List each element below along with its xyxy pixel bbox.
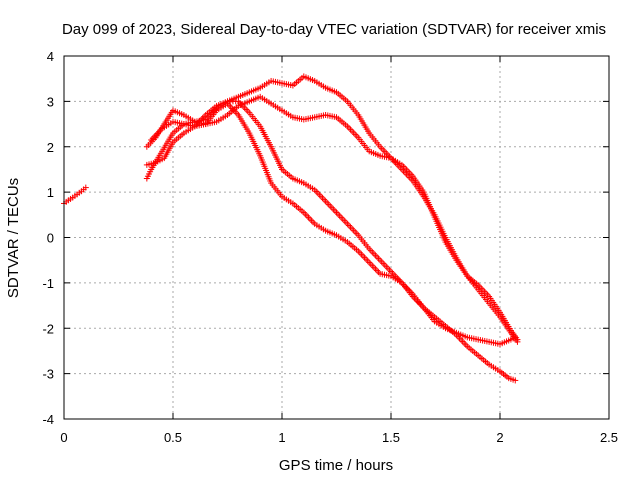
x-tick-label: 0 [60, 430, 67, 445]
x-tick-label: 0.5 [164, 430, 182, 445]
y-tick-label: -2 [42, 321, 54, 336]
y-tick-label: 2 [47, 140, 54, 155]
chart-title: Day 099 of 2023, Sidereal Day-to-day VTE… [62, 21, 606, 38]
data-points [61, 73, 521, 384]
x-tick-label: 1 [278, 430, 285, 445]
y-tick-label: -3 [42, 367, 54, 382]
y-axis-label: SDTVAR / TECUs [5, 178, 22, 298]
y-tick-label: 4 [47, 49, 54, 64]
axis-ticks: 0 0.5 1 1.5 2 2.5 -4 -3 -2 -1 0 1 2 3 4 [42, 49, 618, 445]
y-tick-label: 1 [47, 185, 54, 200]
data-point-segment-early [82, 184, 89, 191]
y-tick-label: -4 [42, 412, 54, 427]
y-tick-label: 0 [47, 231, 54, 246]
data-point-arc-4 [514, 336, 521, 343]
x-tick-label: 2.5 [600, 430, 618, 445]
x-tick-label: 1.5 [382, 430, 400, 445]
x-axis-label: GPS time / hours [279, 457, 393, 474]
x-tick-label: 2 [496, 430, 503, 445]
y-tick-label: 3 [47, 94, 54, 109]
y-tick-label: -1 [42, 276, 54, 291]
grid [64, 56, 609, 419]
data-point-arc-1 [512, 377, 519, 384]
